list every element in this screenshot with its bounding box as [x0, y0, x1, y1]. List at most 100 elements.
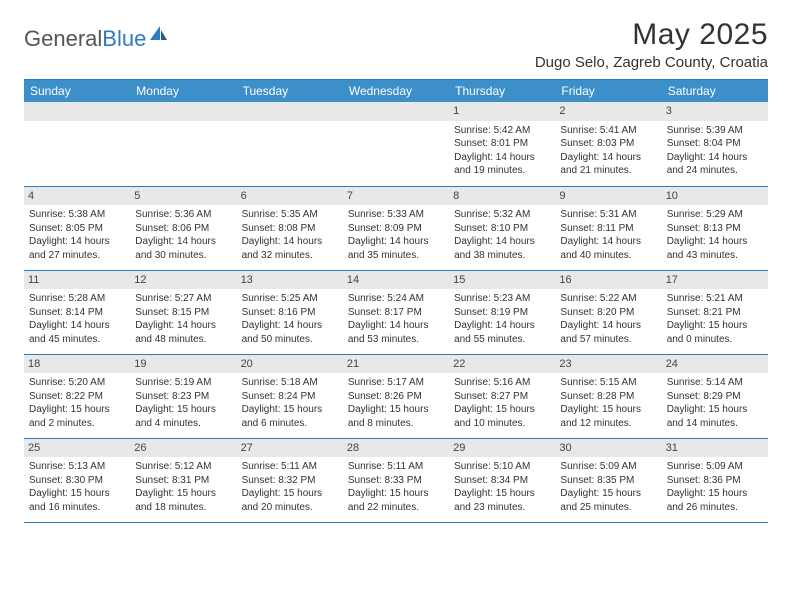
sunset-text: Sunset: 8:30 PM [29, 474, 125, 488]
day-cell: 3Sunrise: 5:39 AMSunset: 8:04 PMDaylight… [662, 102, 768, 186]
daylight-text: Daylight: 15 hours and 26 minutes. [667, 487, 763, 514]
day-number: 22 [449, 355, 555, 374]
day-cell [24, 102, 130, 186]
weekday-header: Thursday [449, 80, 555, 103]
daylight-text: Daylight: 15 hours and 4 minutes. [135, 403, 231, 430]
sunrise-text: Sunrise: 5:28 AM [29, 292, 125, 306]
sunrise-text: Sunrise: 5:12 AM [135, 460, 231, 474]
sunrise-text: Sunrise: 5:10 AM [454, 460, 550, 474]
day-cell: 9Sunrise: 5:31 AMSunset: 8:11 PMDaylight… [555, 186, 661, 270]
sunrise-text: Sunrise: 5:20 AM [29, 376, 125, 390]
month-title: May 2025 [535, 18, 768, 52]
sunset-text: Sunset: 8:03 PM [560, 137, 656, 151]
day-cell: 6Sunrise: 5:35 AMSunset: 8:08 PMDaylight… [237, 186, 343, 270]
weekday-header: Wednesday [343, 80, 449, 103]
daylight-text: Daylight: 14 hours and 48 minutes. [135, 319, 231, 346]
sunrise-text: Sunrise: 5:23 AM [454, 292, 550, 306]
daylight-text: Daylight: 15 hours and 6 minutes. [242, 403, 338, 430]
daylight-text: Daylight: 14 hours and 19 minutes. [454, 151, 550, 178]
sunrise-text: Sunrise: 5:32 AM [454, 208, 550, 222]
sunrise-text: Sunrise: 5:33 AM [348, 208, 444, 222]
calendar-page: GeneralBlue May 2025 Dugo Selo, Zagreb C… [0, 0, 792, 523]
day-number: 13 [237, 271, 343, 290]
sunrise-text: Sunrise: 5:17 AM [348, 376, 444, 390]
week-row: 25Sunrise: 5:13 AMSunset: 8:30 PMDayligh… [24, 438, 768, 522]
sunrise-text: Sunrise: 5:09 AM [560, 460, 656, 474]
day-number: 7 [343, 187, 449, 206]
sunset-text: Sunset: 8:13 PM [667, 222, 763, 236]
day-number: 29 [449, 439, 555, 458]
day-number: 12 [130, 271, 236, 290]
sunset-text: Sunset: 8:19 PM [454, 306, 550, 320]
daylight-text: Daylight: 14 hours and 50 minutes. [242, 319, 338, 346]
day-number: 19 [130, 355, 236, 374]
daylight-text: Daylight: 14 hours and 57 minutes. [560, 319, 656, 346]
day-number: 3 [662, 102, 768, 121]
daylight-text: Daylight: 14 hours and 21 minutes. [560, 151, 656, 178]
day-cell [130, 102, 236, 186]
week-row: 1Sunrise: 5:42 AMSunset: 8:01 PMDaylight… [24, 102, 768, 186]
day-cell: 20Sunrise: 5:18 AMSunset: 8:24 PMDayligh… [237, 354, 343, 438]
sunset-text: Sunset: 8:09 PM [348, 222, 444, 236]
sunset-text: Sunset: 8:32 PM [242, 474, 338, 488]
sunset-text: Sunset: 8:15 PM [135, 306, 231, 320]
sunset-text: Sunset: 8:08 PM [242, 222, 338, 236]
sunrise-text: Sunrise: 5:16 AM [454, 376, 550, 390]
day-cell: 16Sunrise: 5:22 AMSunset: 8:20 PMDayligh… [555, 270, 661, 354]
day-number: 23 [555, 355, 661, 374]
daylight-text: Daylight: 15 hours and 18 minutes. [135, 487, 231, 514]
sunset-text: Sunset: 8:21 PM [667, 306, 763, 320]
sunset-text: Sunset: 8:28 PM [560, 390, 656, 404]
day-cell: 24Sunrise: 5:14 AMSunset: 8:29 PMDayligh… [662, 354, 768, 438]
day-number: 14 [343, 271, 449, 290]
sunrise-text: Sunrise: 5:09 AM [667, 460, 763, 474]
sunrise-text: Sunrise: 5:35 AM [242, 208, 338, 222]
day-number: 26 [130, 439, 236, 458]
day-number: 31 [662, 439, 768, 458]
day-cell: 25Sunrise: 5:13 AMSunset: 8:30 PMDayligh… [24, 438, 130, 522]
sunrise-text: Sunrise: 5:41 AM [560, 124, 656, 138]
daylight-text: Daylight: 15 hours and 23 minutes. [454, 487, 550, 514]
day-cell: 7 Sunrise: 5:33 AMSunset: 8:09 PMDaylight… [343, 186, 449, 270]
weekday-row: Sunday Monday Tuesday Wednesday Thursday… [24, 80, 768, 103]
sunset-text: Sunset: 8:29 PM [667, 390, 763, 404]
sunset-text: Sunset: 8:11 PM [560, 222, 656, 236]
day-number: 24 [662, 355, 768, 374]
day-cell: 17Sunrise: 5:21 AMSunset: 8:21 PMDayligh… [662, 270, 768, 354]
sunrise-text: Sunrise: 5:11 AM [348, 460, 444, 474]
day-cell: 2 Sunrise: 5:41 AMSunset: 8:03 PMDaylight… [555, 102, 661, 186]
sunset-text: Sunset: 8:26 PM [348, 390, 444, 404]
day-number [237, 102, 343, 121]
sunrise-text: Sunrise: 5:11 AM [242, 460, 338, 474]
weekday-header: Tuesday [237, 80, 343, 103]
daylight-text: Daylight: 15 hours and 8 minutes. [348, 403, 444, 430]
weekday-header: Saturday [662, 80, 768, 103]
daylight-text: Daylight: 14 hours and 35 minutes. [348, 235, 444, 262]
day-cell: 13Sunrise: 5:25 AMSunset: 8:16 PMDayligh… [237, 270, 343, 354]
daylight-text: Daylight: 14 hours and 38 minutes. [454, 235, 550, 262]
sunset-text: Sunset: 8:14 PM [29, 306, 125, 320]
day-cell: 8Sunrise: 5:32 AMSunset: 8:10 PMDaylight… [449, 186, 555, 270]
day-cell: 27Sunrise: 5:11 AMSunset: 8:32 PMDayligh… [237, 438, 343, 522]
week-row: 18Sunrise: 5:20 AMSunset: 8:22 PMDayligh… [24, 354, 768, 438]
daylight-text: Daylight: 14 hours and 30 minutes. [135, 235, 231, 262]
day-cell: 29Sunrise: 5:10 AMSunset: 8:34 PMDayligh… [449, 438, 555, 522]
sunset-text: Sunset: 8:27 PM [454, 390, 550, 404]
day-cell: 21Sunrise: 5:17 AMSunset: 8:26 PMDayligh… [343, 354, 449, 438]
day-number: 16 [555, 271, 661, 290]
daylight-text: Daylight: 14 hours and 32 minutes. [242, 235, 338, 262]
day-number: 9 [555, 187, 661, 206]
sunset-text: Sunset: 8:10 PM [454, 222, 550, 236]
day-number: 2 [555, 102, 661, 121]
header: GeneralBlue May 2025 Dugo Selo, Zagreb C… [24, 18, 768, 71]
day-cell: 30Sunrise: 5:09 AMSunset: 8:35 PMDayligh… [555, 438, 661, 522]
daylight-text: Daylight: 15 hours and 10 minutes. [454, 403, 550, 430]
sunset-text: Sunset: 8:05 PM [29, 222, 125, 236]
week-row: 11Sunrise: 5:28 AMSunset: 8:14 PMDayligh… [24, 270, 768, 354]
sunset-text: Sunset: 8:17 PM [348, 306, 444, 320]
day-cell: 18Sunrise: 5:20 AMSunset: 8:22 PMDayligh… [24, 354, 130, 438]
daylight-text: Daylight: 14 hours and 53 minutes. [348, 319, 444, 346]
sunrise-text: Sunrise: 5:39 AM [667, 124, 763, 138]
calendar-table: Sunday Monday Tuesday Wednesday Thursday… [24, 79, 768, 523]
day-cell: 31Sunrise: 5:09 AMSunset: 8:36 PMDayligh… [662, 438, 768, 522]
